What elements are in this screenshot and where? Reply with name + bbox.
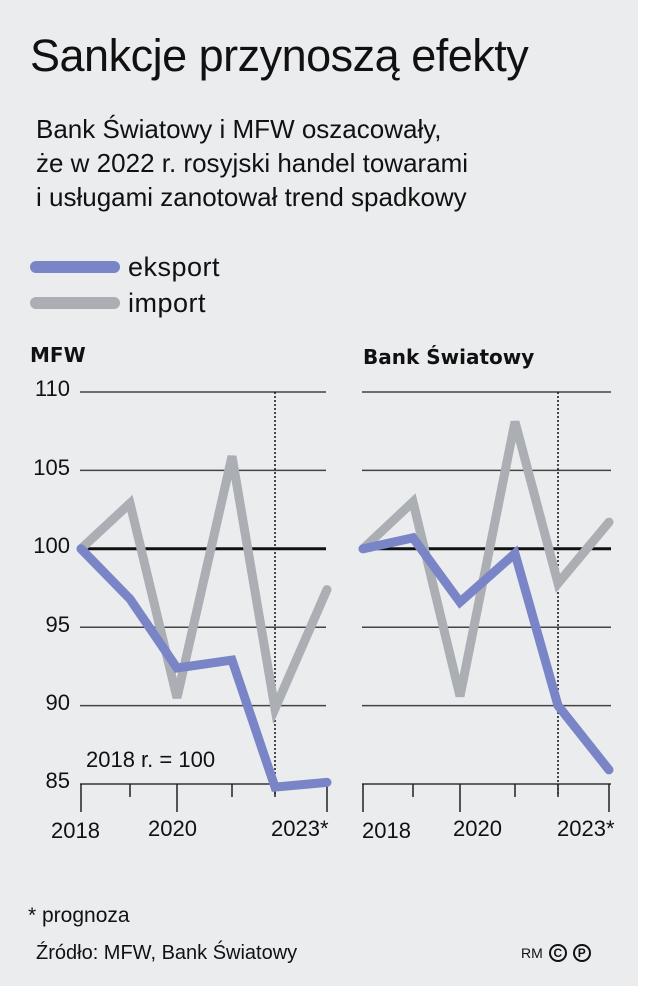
source-note: Źródło: MFW, Bank Światowy	[36, 942, 298, 964]
legend-item-import: import	[30, 288, 206, 318]
y-tick-label: 100	[33, 533, 70, 558]
y-tick-label: 90	[45, 690, 70, 715]
series-line-export	[358, 532, 614, 775]
chart-mfw	[76, 391, 332, 812]
y-tick-label: 110	[34, 376, 70, 401]
base-year-note: 2018 r. = 100	[86, 747, 216, 772]
legend-label-import: import	[128, 287, 207, 318]
export-swatch-icon	[30, 261, 120, 273]
subtitle-line: Bank Światowy i MFW oszacowały,	[36, 114, 442, 144]
x-tick-label: 2023*	[557, 816, 615, 841]
x-tick-label: 2020	[453, 816, 502, 841]
import-swatch-icon	[30, 297, 120, 309]
y-tick-label: 95	[45, 612, 70, 637]
series-line-import	[76, 455, 332, 725]
copyright-icon: C	[548, 944, 567, 962]
y-tick-label: 105	[33, 455, 70, 480]
x-tick-label: 2020	[148, 816, 197, 841]
chart-title-mfw: MFW	[30, 343, 86, 367]
chart-title-world-bank: Bank Światowy	[363, 345, 535, 369]
legend-label-export: eksport	[128, 251, 221, 282]
subtitle-line: i usługami zanotował trend spadkowy	[36, 182, 467, 212]
x-tick-label: 2018	[362, 818, 411, 843]
credit: RM C P	[521, 944, 591, 962]
subtitle: Bank Światowy i MFW oszacowały, że w 202…	[36, 112, 468, 214]
series-line-export	[76, 544, 332, 792]
y-tick-label: 85	[45, 768, 70, 793]
x-tick-label: 2018	[51, 818, 100, 843]
subtitle-line: że w 2022 r. rosyjski handel towarami	[36, 148, 469, 178]
phonogram-icon: P	[572, 944, 591, 962]
legend-item-export: eksport	[30, 252, 220, 282]
series-line-import	[358, 420, 614, 698]
forecast-footnote: * prognoza	[28, 904, 130, 927]
author-initials: RM	[521, 945, 543, 961]
chart-world-bank	[358, 391, 614, 812]
x-tick-label: 2023*	[271, 816, 329, 841]
page-title: Sankcje przynoszą efekty	[30, 30, 529, 81]
